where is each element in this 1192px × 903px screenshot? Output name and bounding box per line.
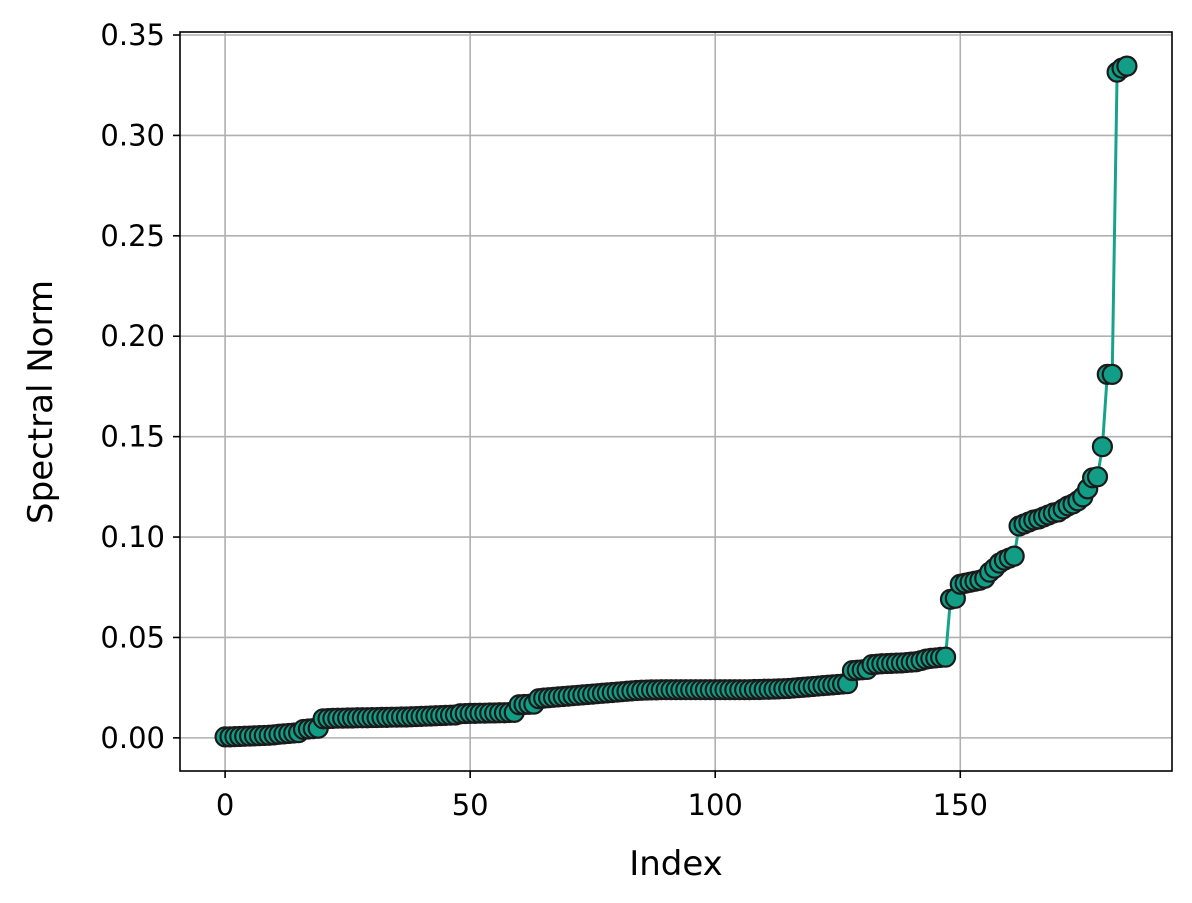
y-tick-label-2: 0.10: [100, 520, 165, 554]
y-tick-label-3: 0.15: [100, 420, 165, 454]
x-axis-label: Index: [629, 844, 723, 884]
grid-lines: [180, 32, 1172, 771]
y-tick-label-7: 0.35: [100, 18, 165, 52]
data-point-178: [1086, 466, 1109, 488]
data-point-147: [934, 646, 957, 668]
data-point-181: [1101, 363, 1123, 385]
x-tick-label-1: 50: [452, 788, 489, 822]
y-tick-label-4: 0.20: [100, 319, 165, 353]
x-tick-label-3: 150: [933, 788, 988, 822]
plot-area: [180, 32, 1172, 771]
series-layer: [214, 55, 1138, 748]
x-tick-label-0: 0: [216, 788, 234, 822]
axis-ticks: 0 50 100 150 0.00 0.05 0.10 0.15 0.20 0.25 0.30 0.3…: [100, 18, 988, 822]
y-tick-label-0: 0.00: [100, 721, 165, 755]
x-tick-label-2: 100: [688, 788, 743, 822]
y-tick-label-5: 0.25: [100, 219, 165, 253]
data-point-184: [1116, 55, 1138, 77]
y-axis-label: Spectral Norm: [21, 280, 61, 524]
y-tick-label-6: 0.30: [100, 118, 165, 152]
plot-frame: [179, 31, 1173, 772]
data-point-161: [1003, 545, 1025, 567]
data-point-179: [1091, 436, 1114, 458]
y-tick-label-1: 0.05: [100, 620, 165, 654]
